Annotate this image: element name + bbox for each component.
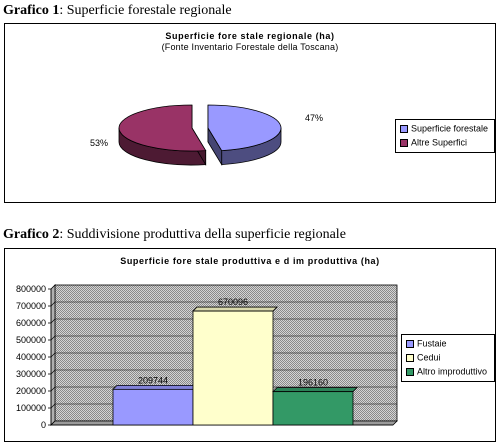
y-tick-label-2: 600000: [16, 318, 46, 328]
bar-legend-label-0: Fustaie: [417, 338, 447, 349]
bar-legend-item-1: Cedui: [406, 352, 441, 363]
pie-legend-item-1: Altre Superfici: [400, 137, 467, 148]
chart2-caption: Grafico 2: Suddivisione produttiva della…: [3, 227, 346, 243]
bar-legend-label-2: Altro improduttivo: [417, 366, 488, 377]
bar-chart-title: Superficie fore stale produttiva e d im …: [120, 256, 380, 266]
pie-legend-item-0: Superficie forestale: [400, 123, 488, 134]
bar-legend-swatch-0: [406, 339, 414, 348]
y-tick-label-3: 500000: [16, 335, 46, 345]
chart1-caption-text: : Superficie forestale regionale: [59, 3, 232, 18]
bar-top-0: [112, 384, 198, 390]
y-tick-label-7: 100000: [16, 403, 46, 413]
bar-value-label-1: 670096: [218, 297, 248, 307]
bar-legend-item-2: Altro improduttivo: [406, 366, 487, 377]
bar-legend-swatch-1: [406, 353, 414, 362]
pie-slice-1: [118, 104, 207, 152]
y-tick-label-6: 200000: [16, 386, 46, 396]
bar-legend: Fustaie Cedui Altro improduttivo: [401, 334, 495, 382]
y-tick-label-8: 0: [41, 420, 46, 430]
pie-slice-0: [207, 104, 282, 152]
pie-legend-label-1: Altre Superfici: [411, 137, 468, 148]
bar-2: [272, 391, 354, 426]
pie-legend: Superficie forestale Altre Superfici: [395, 119, 495, 153]
pie-chart-title: Superficie fore stale regionale (ha): [165, 31, 335, 41]
y-tick-label-4: 400000: [16, 352, 46, 362]
bar-legend-item-0: Fustaie: [406, 338, 447, 349]
bar-chart: 800000 700000 600000 500000 400000 300000 2000…: [16, 284, 398, 430]
y-tick-label-5: 300000: [16, 369, 46, 379]
bar-top-2: [272, 387, 358, 393]
chart1-caption: Grafico 1: Superficie forestale regional…: [3, 3, 232, 19]
pie-legend-label-0: Superficie forestale: [411, 123, 489, 134]
bar-gridline-side-5: [50, 369, 56, 375]
chart2-caption-text: : Suddivisione produttiva della superfic…: [59, 227, 346, 242]
pie-value-label-1: 53%: [90, 138, 108, 148]
bar-legend-swatch-2: [406, 367, 414, 376]
bar-value-label-0: 209744: [138, 375, 168, 385]
bar-0: [112, 388, 194, 426]
pie-value-label-0: 47%: [305, 113, 323, 123]
pie-chart-subtitle: (Fonte Inventario Forestale della Toscan…: [161, 42, 339, 52]
chart2-caption-prefix: Grafico 2: [3, 227, 60, 242]
chart1-caption-prefix: Grafico 1: [3, 3, 60, 18]
bar-gridline-side-3: [50, 335, 56, 341]
bar-gridline-side-6: [50, 386, 56, 392]
bar-gridline-side-7: [50, 403, 56, 409]
bar-top-1: [192, 306, 278, 312]
y-tick-label-0: 800000: [16, 284, 46, 294]
bar-gridline-side-4: [50, 352, 56, 358]
y-tick-label-1: 700000: [16, 301, 46, 311]
pie-chart-panel: Superficie fore stale regionale (ha) (Fo…: [4, 23, 496, 203]
pie-legend-swatch-0: [400, 124, 408, 133]
bar-gridline-side-1: [50, 301, 56, 307]
bar-value-label-2: 196160: [298, 378, 328, 388]
pie-chart: 47% 53%: [90, 104, 323, 167]
bar-chart-panel: Superficie fore stale produttiva e d im …: [4, 248, 496, 442]
bar-legend-label-1: Cedui: [417, 352, 441, 363]
bar-1: [192, 310, 274, 426]
bar-gridline-side-2: [50, 318, 56, 324]
pie-legend-swatch-1: [400, 138, 408, 147]
